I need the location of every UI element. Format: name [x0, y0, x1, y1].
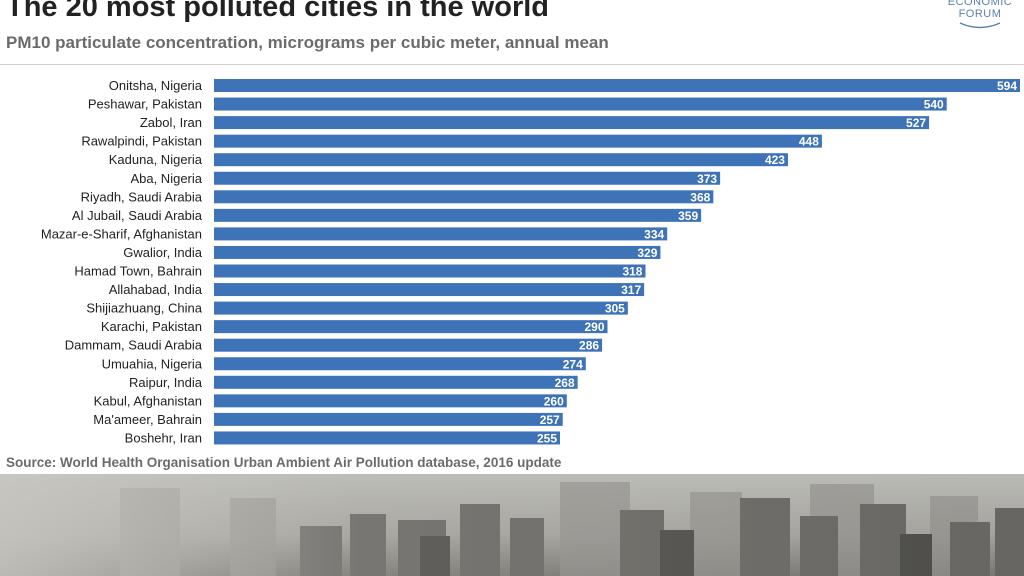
category-label: Mazar-e-Sharif, Afghanistan	[41, 226, 202, 241]
category-label: Zabol, Iran	[140, 115, 202, 130]
bar	[214, 264, 646, 278]
category-label: Al Jubail, Saudi Arabia	[72, 208, 203, 223]
value-label: 594	[997, 79, 1017, 93]
value-label: 373	[697, 172, 717, 186]
value-label: 318	[622, 265, 642, 279]
category-label: Hamad Town, Bahrain	[74, 264, 202, 279]
bar	[214, 431, 561, 445]
bar	[214, 283, 645, 297]
value-label: 317	[621, 283, 641, 297]
bar	[214, 190, 714, 204]
value-label: 540	[924, 98, 944, 112]
category-label: Ma'ameer, Bahrain	[93, 412, 202, 427]
bar	[214, 97, 947, 111]
value-label: 368	[690, 190, 710, 204]
value-label: 290	[584, 320, 604, 334]
category-label: Dammam, Saudi Arabia	[65, 338, 203, 353]
category-label: Allahabad, India	[109, 282, 203, 297]
bar	[214, 116, 930, 130]
category-label: Onitsha, Nigeria	[109, 78, 203, 93]
chart-subtitle: PM10 particulate concentration, microgra…	[6, 33, 609, 52]
bar	[214, 79, 1020, 92]
value-label: 260	[544, 394, 564, 408]
bar	[214, 245, 661, 259]
category-label: Kabul, Afghanistan	[94, 393, 202, 408]
value-label: 305	[605, 302, 625, 316]
bar	[214, 412, 563, 426]
bar	[214, 338, 603, 352]
category-label: Kaduna, Nigeria	[109, 152, 203, 167]
value-label: 334	[644, 227, 664, 241]
logo-line-2: FORUM	[958, 8, 1002, 20]
category-label: Rawalpindi, Pakistan	[81, 134, 202, 149]
smog-city-photo	[0, 474, 1024, 576]
bar	[214, 320, 608, 334]
category-label: Peshawar, Pakistan	[88, 97, 202, 112]
value-label: 448	[799, 135, 819, 149]
value-label: 255	[537, 431, 557, 445]
value-label: 329	[637, 246, 657, 260]
wef-logo: ECONOMIC FORUM	[940, 0, 1020, 30]
value-label: 423	[765, 153, 785, 167]
value-label: 274	[563, 357, 583, 371]
category-label: Umuahia, Nigeria	[102, 356, 203, 371]
category-label: Karachi, Pakistan	[101, 319, 202, 334]
category-label: Gwalior, India	[123, 245, 203, 260]
bar	[214, 171, 721, 185]
category-label: Raipur, India	[129, 375, 203, 390]
logo-line-1: ECONOMIC	[947, 0, 1013, 8]
source-note: Source: World Health Organisation Urban …	[6, 455, 562, 470]
bar	[214, 208, 702, 222]
value-label: 359	[678, 209, 698, 223]
value-label: 527	[906, 116, 926, 130]
category-label: Riyadh, Saudi Arabia	[81, 189, 203, 204]
bar	[214, 134, 822, 148]
bar	[214, 301, 628, 315]
bar-chart: Onitsha, Nigeria 594 Peshawar, Pakistan 540…	[41, 78, 1020, 445]
category-label: Shijiazhuang, China	[86, 301, 202, 316]
value-label: 257	[540, 413, 560, 427]
bar	[214, 227, 668, 241]
value-label: 286	[579, 339, 599, 353]
header-divider	[0, 64, 1024, 65]
bar	[214, 375, 578, 389]
logo-swoosh-icon	[959, 22, 1001, 29]
bar	[214, 357, 586, 371]
bar	[214, 394, 567, 408]
bar	[214, 153, 788, 167]
chart-title: The 20 most polluted cities in the world	[6, 0, 550, 23]
category-label: Aba, Nigeria	[130, 171, 202, 186]
category-label: Boshehr, Iran	[125, 430, 202, 445]
value-label: 268	[555, 376, 575, 390]
